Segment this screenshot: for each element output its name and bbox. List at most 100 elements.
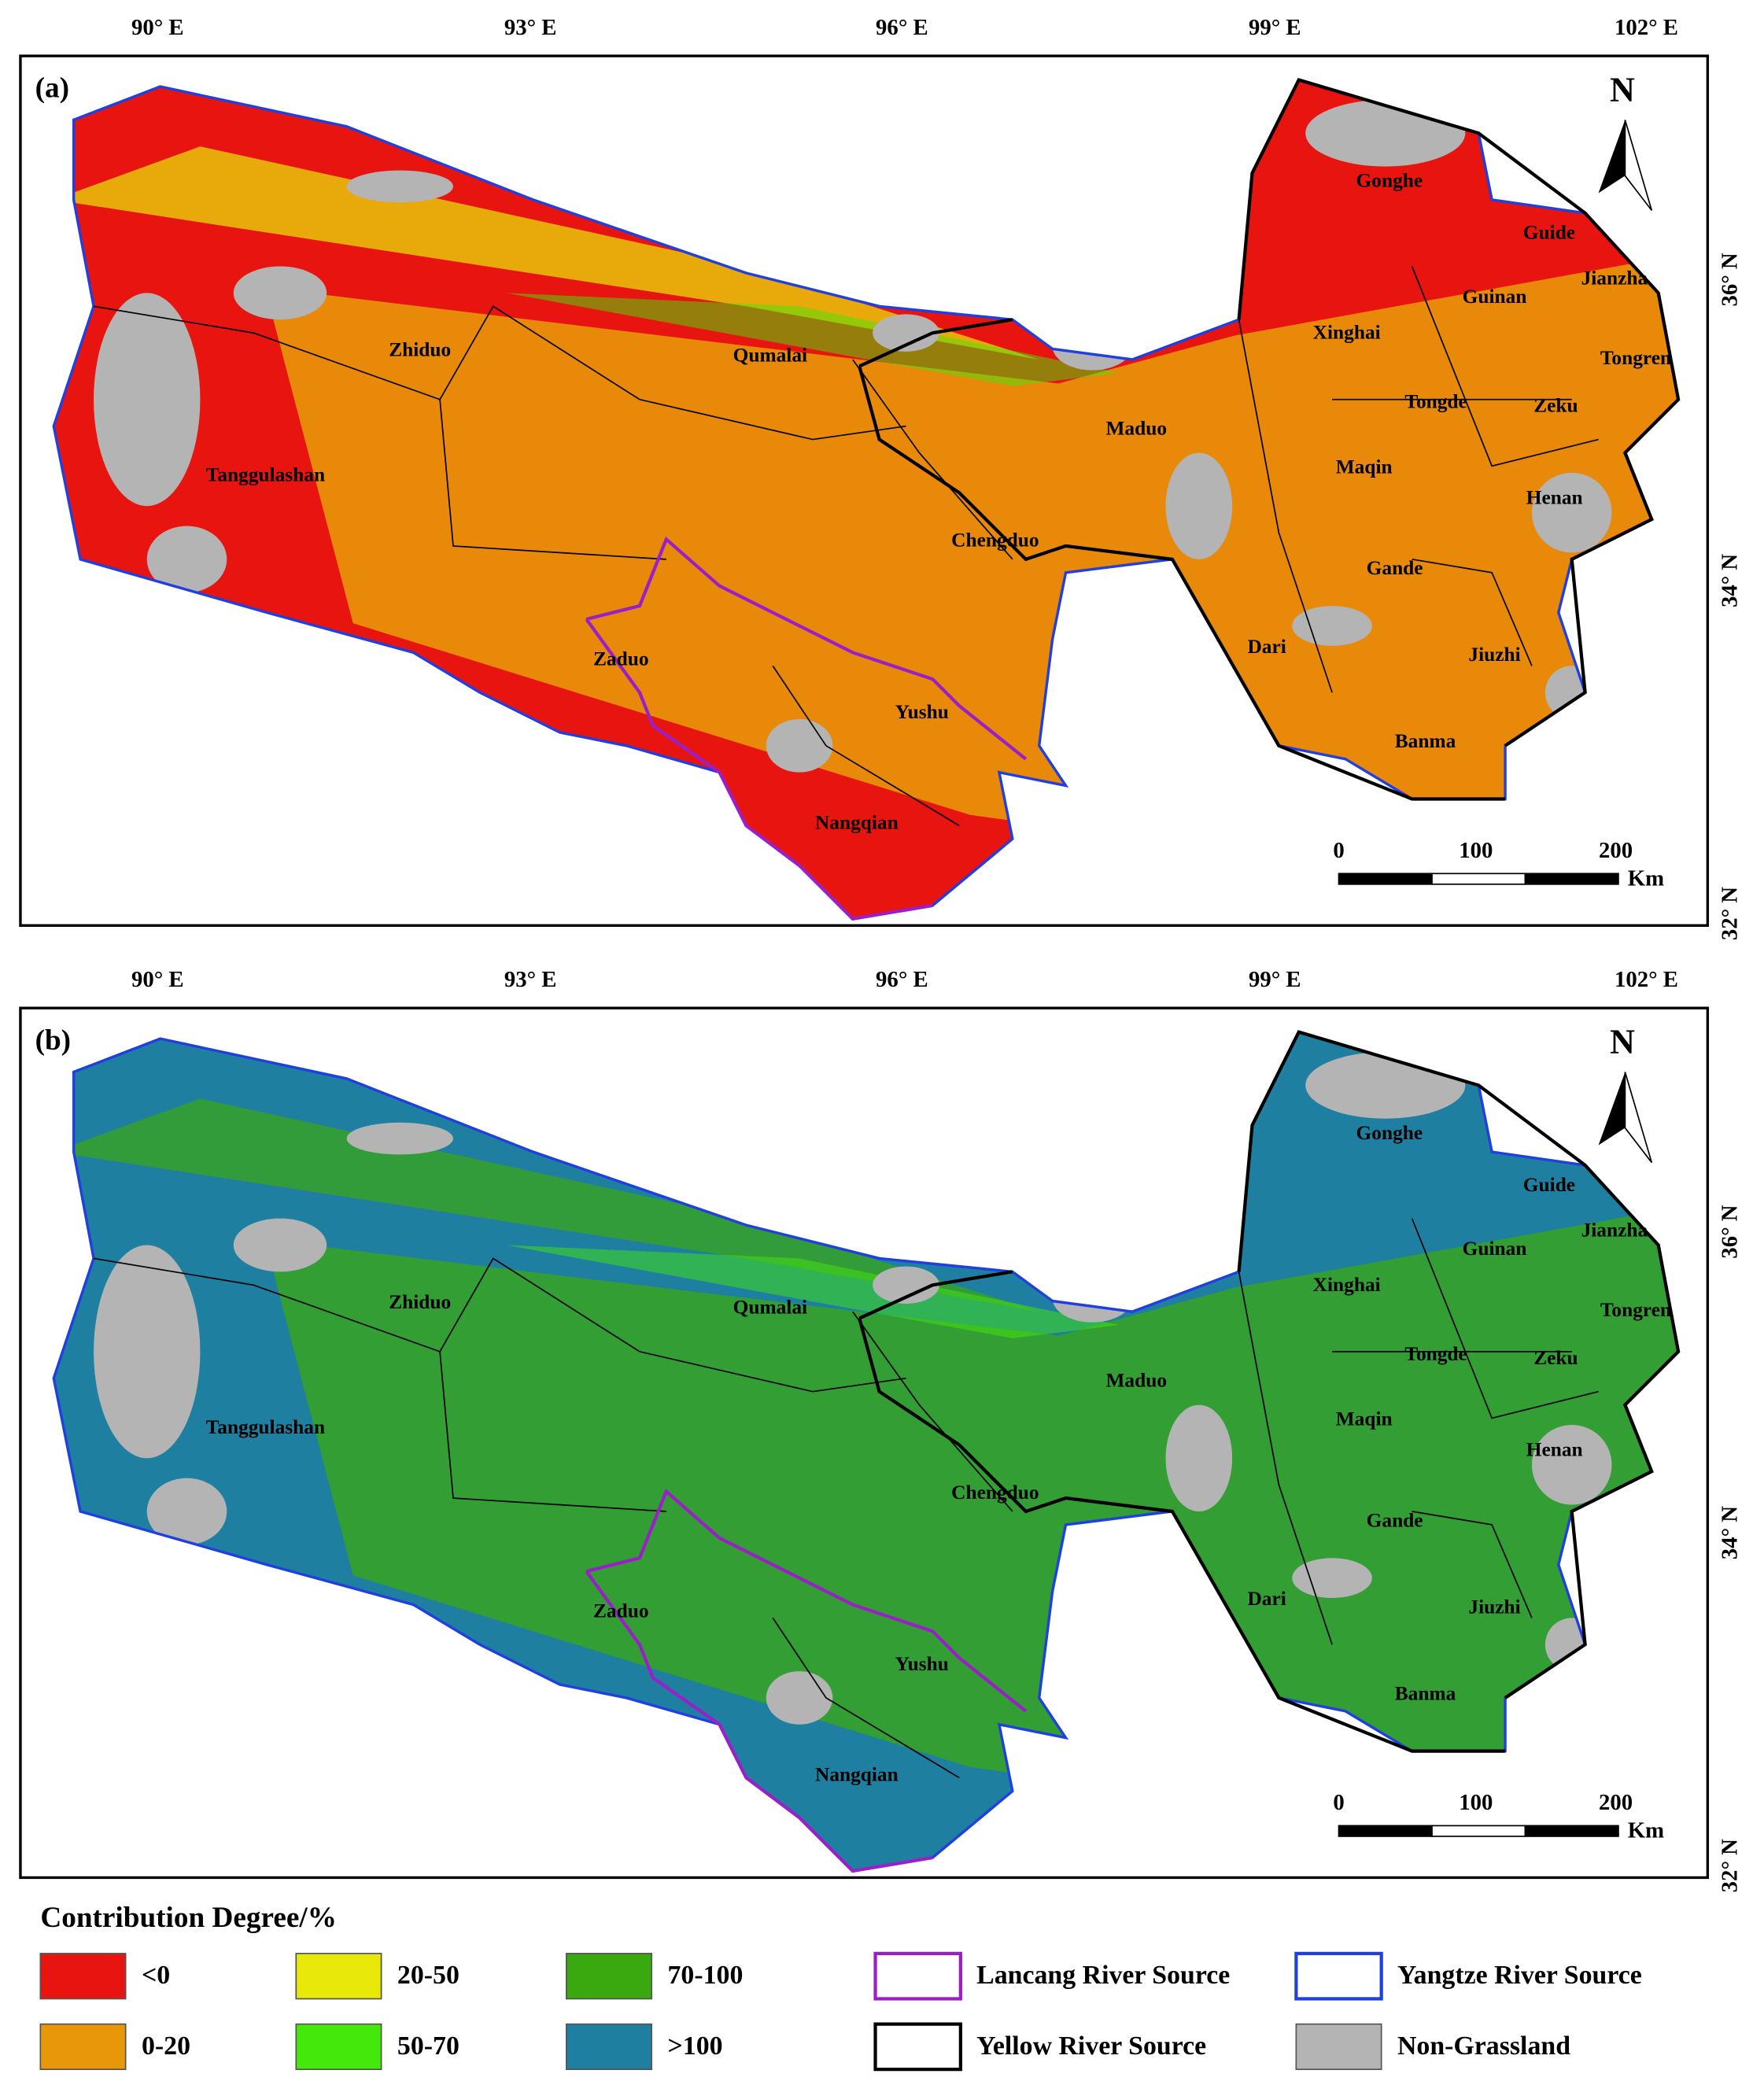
non-grassland <box>1292 1558 1372 1599</box>
place-name: Guide <box>1523 1174 1575 1196</box>
scale-tick: 100 <box>1459 1790 1493 1815</box>
scale-bar <box>1338 873 1433 885</box>
place-name: Tanggulashan <box>206 1416 325 1438</box>
lancang-river-source <box>585 1489 1028 1873</box>
place-name: Jiuzhi <box>1468 1596 1520 1618</box>
place-name: Henan <box>1526 487 1583 509</box>
lon-label: 102° E <box>1615 967 1678 992</box>
scale-tick: 0 <box>1333 838 1344 863</box>
place-name: Chengduo <box>951 1482 1039 1504</box>
legend-label: 50-70 <box>397 2031 459 2061</box>
non-grassland <box>346 170 454 203</box>
non-grassland <box>94 1245 201 1459</box>
scale-bar <box>1431 1825 1526 1837</box>
scale-tick: 200 <box>1599 838 1633 863</box>
band <box>506 293 1120 386</box>
lat-label: 32° N <box>1717 887 1742 940</box>
non-grassland <box>1165 452 1233 559</box>
non-grassland <box>873 314 939 352</box>
place-name: Jianzha <box>1581 267 1648 289</box>
lon-label: 93° E <box>504 15 557 40</box>
place-name: Zaduo <box>593 1600 649 1622</box>
place-name: Guinan <box>1463 286 1527 308</box>
lon-label: 93° E <box>504 967 557 992</box>
yangtze-outline <box>52 78 1680 921</box>
county-lines <box>93 266 1599 827</box>
scale-unit: Km <box>1628 865 1664 891</box>
place-name: Tongren <box>1600 1299 1671 1321</box>
lat-label: 36° N <box>1717 253 1742 306</box>
north-arrow <box>1624 120 1653 211</box>
county-lines <box>93 1218 1599 1779</box>
place-name: Chengduo <box>951 530 1039 552</box>
yellow-river-source <box>858 78 1681 801</box>
place-name: Banma <box>1395 1682 1456 1704</box>
place-name: Zhiduo <box>389 339 451 361</box>
panel-label: (a) <box>35 72 69 105</box>
place-name: Dari <box>1247 636 1286 658</box>
scale-tick: 100 <box>1459 838 1493 863</box>
scale-tick: 0 <box>1333 1790 1344 1815</box>
place-name: Maqin <box>1336 1408 1393 1430</box>
place-name: Zhiduo <box>389 1291 451 1313</box>
non-grassland <box>233 1218 327 1272</box>
north-label: N <box>1610 71 1635 109</box>
scale-tick: 200 <box>1599 1790 1633 1815</box>
non-grassland <box>146 526 227 593</box>
yellow-river-source <box>858 1030 1681 1753</box>
place-name: Guide <box>1523 222 1575 244</box>
place-name: Tongde <box>1404 1343 1467 1365</box>
band <box>506 1245 1120 1338</box>
place-name: Xinghai <box>1313 322 1381 344</box>
non-grassland <box>766 1671 833 1725</box>
place-name: Zaduo <box>593 648 649 670</box>
place-name: Tanggulashan <box>206 464 325 486</box>
place-name: Qumalai <box>733 344 807 366</box>
place-name: Dari <box>1247 1588 1286 1610</box>
non-grassland <box>1531 472 1612 553</box>
legend-swatch <box>295 1953 382 2000</box>
legend-swatch <box>1295 2023 1382 2070</box>
legend-label: <0 <box>142 1961 170 1990</box>
non-grassland <box>233 266 327 320</box>
legend-label: 20-50 <box>397 1961 459 1990</box>
legend-swatch <box>39 2023 127 2070</box>
non-grassland <box>1292 606 1372 646</box>
legend-label: 0-20 <box>142 2031 190 2061</box>
non-grassland <box>346 1122 454 1155</box>
legend-swatch <box>295 2023 382 2070</box>
lon-label: 99° E <box>1249 15 1301 40</box>
legend-swatch <box>873 2022 962 2072</box>
lon-label: 96° E <box>876 15 928 40</box>
place-name: Guinan <box>1463 1238 1527 1260</box>
legend-swatch <box>873 1951 962 2001</box>
scale-bar <box>1431 873 1526 885</box>
scale-bar <box>1338 1825 1433 1837</box>
place-name: Zeku <box>1533 395 1578 417</box>
non-grassland <box>1165 1404 1233 1511</box>
place-name: Tongren <box>1600 347 1671 369</box>
place-name: Qumalai <box>733 1297 807 1319</box>
legend-swatch <box>1294 1951 1383 2001</box>
place-name: Jiuzhi <box>1468 644 1520 666</box>
map-panel: (b) 90° E 93° E 96° E 99° E 102° E 36° N 34° N 3… <box>19 967 1742 1892</box>
non-grassland <box>873 1266 939 1304</box>
non-grassland <box>94 293 201 507</box>
lon-label: 102° E <box>1615 15 1678 40</box>
legend-label: Lancang River Source <box>976 1961 1230 1990</box>
place-name: Xinghai <box>1313 1274 1381 1296</box>
place-name: Yushu <box>895 1653 949 1675</box>
place-name: Henan <box>1526 1439 1583 1461</box>
panel-label: (b) <box>35 1024 72 1057</box>
lat-label: 36° N <box>1717 1205 1742 1258</box>
scale-bar <box>1524 1825 1619 1837</box>
lat-label: 32° N <box>1717 1839 1742 1892</box>
legend-title: Contribution Degree/% <box>40 1902 337 1934</box>
lat-label: 34° N <box>1717 554 1742 607</box>
lon-label: 99° E <box>1249 967 1301 992</box>
non-grassland <box>766 718 833 773</box>
place-name: Maduo <box>1105 418 1167 440</box>
lon-label: 96° E <box>876 967 928 992</box>
yangtze-outline <box>52 1030 1680 1873</box>
